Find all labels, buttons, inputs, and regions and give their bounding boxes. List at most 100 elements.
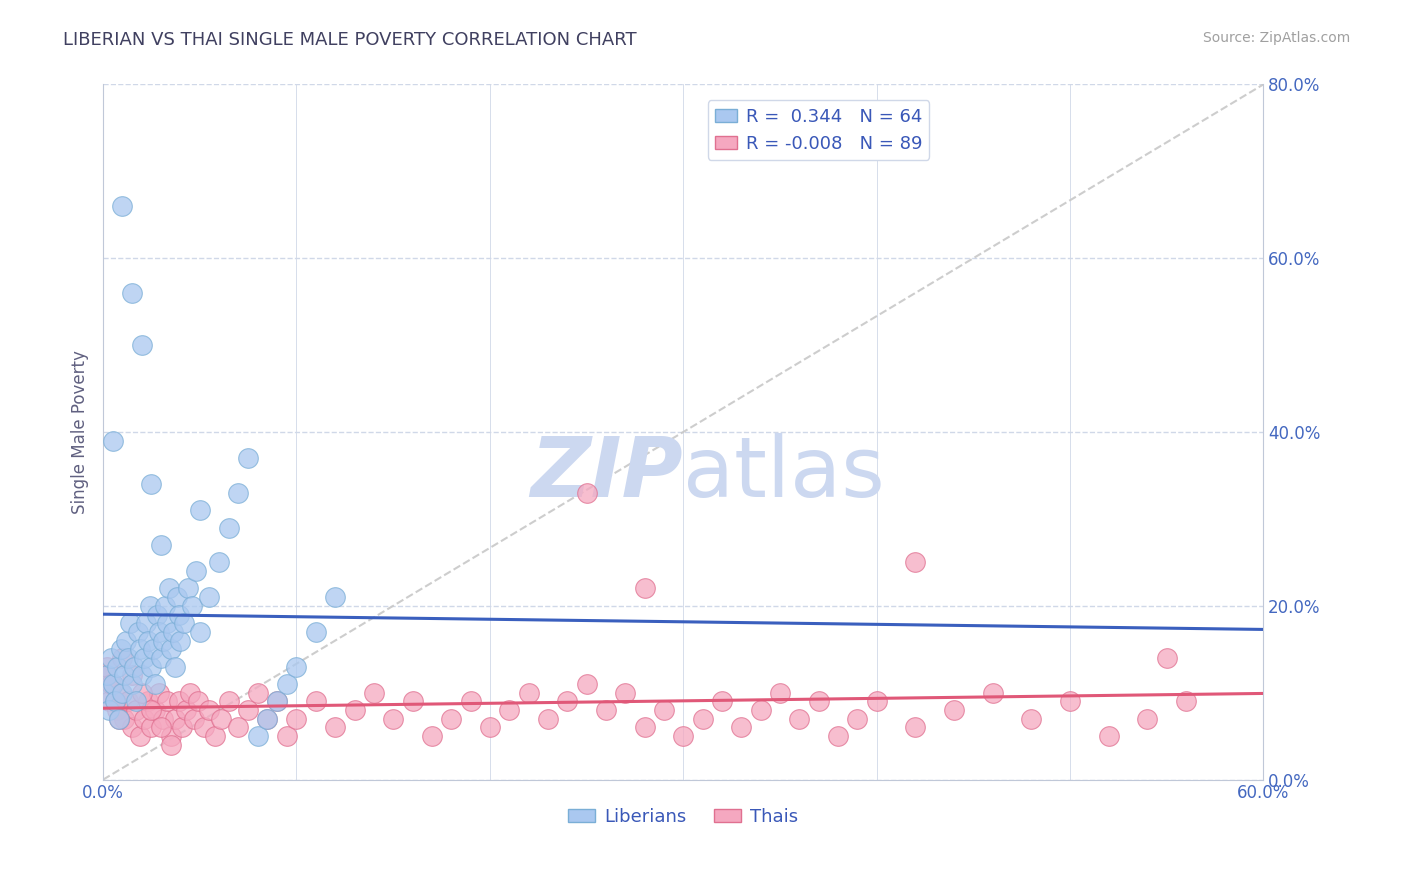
Point	[188, 503, 211, 517]
Point	[478, 721, 501, 735]
Point	[96, 668, 118, 682]
Point	[575, 677, 598, 691]
Point	[153, 599, 176, 613]
Point	[807, 694, 830, 708]
Point	[266, 694, 288, 708]
Point	[181, 599, 204, 613]
Point	[382, 712, 405, 726]
Point	[246, 729, 269, 743]
Point	[595, 703, 617, 717]
Point	[131, 338, 153, 352]
Point	[105, 659, 128, 673]
Point	[787, 712, 810, 726]
Point	[128, 642, 150, 657]
Point	[105, 703, 128, 717]
Point	[115, 633, 138, 648]
Point	[846, 712, 869, 726]
Point	[136, 633, 159, 648]
Point	[942, 703, 965, 717]
Point	[204, 729, 226, 743]
Point	[150, 721, 173, 735]
Point	[1156, 651, 1178, 665]
Point	[128, 729, 150, 743]
Point	[555, 694, 578, 708]
Point	[498, 703, 520, 717]
Point	[141, 703, 163, 717]
Point	[97, 694, 120, 708]
Point	[141, 659, 163, 673]
Point	[904, 721, 927, 735]
Point	[132, 712, 155, 726]
Point	[131, 668, 153, 682]
Point	[228, 486, 250, 500]
Point	[692, 712, 714, 726]
Point	[152, 633, 174, 648]
Point	[127, 624, 149, 639]
Point	[120, 616, 142, 631]
Y-axis label: Single Male Poverty: Single Male Poverty	[72, 350, 89, 514]
Point	[401, 694, 423, 708]
Point	[865, 694, 887, 708]
Point	[236, 451, 259, 466]
Point	[112, 712, 135, 726]
Point	[179, 686, 201, 700]
Point	[256, 712, 278, 726]
Point	[111, 199, 134, 213]
Point	[1136, 712, 1159, 726]
Point	[157, 582, 180, 596]
Point	[285, 712, 308, 726]
Point	[633, 721, 655, 735]
Point	[143, 677, 166, 691]
Point	[110, 642, 132, 657]
Point	[218, 694, 240, 708]
Point	[122, 659, 145, 673]
Point	[177, 582, 200, 596]
Text: Source: ZipAtlas.com: Source: ZipAtlas.com	[1202, 31, 1350, 45]
Point	[132, 651, 155, 665]
Point	[162, 624, 184, 639]
Point	[159, 738, 181, 752]
Point	[672, 729, 695, 743]
Point	[150, 651, 173, 665]
Point	[440, 712, 463, 726]
Point	[166, 590, 188, 604]
Point	[904, 555, 927, 569]
Point	[305, 694, 328, 708]
Point	[981, 686, 1004, 700]
Point	[112, 668, 135, 682]
Point	[101, 677, 124, 691]
Text: atlas: atlas	[683, 434, 884, 514]
Point	[193, 721, 215, 735]
Point	[183, 712, 205, 726]
Point	[276, 729, 298, 743]
Point	[167, 694, 190, 708]
Point	[156, 694, 179, 708]
Point	[104, 694, 127, 708]
Point	[111, 686, 134, 700]
Point	[100, 651, 122, 665]
Point	[141, 477, 163, 491]
Point	[104, 694, 127, 708]
Point	[184, 564, 207, 578]
Point	[101, 434, 124, 448]
Point	[111, 651, 134, 665]
Point	[97, 703, 120, 717]
Point	[125, 694, 148, 708]
Point	[156, 616, 179, 631]
Point	[198, 590, 221, 604]
Point	[1098, 729, 1121, 743]
Point	[827, 729, 849, 743]
Point	[198, 703, 221, 717]
Point	[135, 616, 157, 631]
Point	[107, 712, 129, 726]
Point	[117, 651, 139, 665]
Point	[167, 607, 190, 622]
Point	[159, 729, 181, 743]
Point	[363, 686, 385, 700]
Point	[146, 607, 169, 622]
Point	[460, 694, 482, 708]
Point	[94, 686, 117, 700]
Point	[125, 703, 148, 717]
Point	[94, 668, 117, 682]
Point	[256, 712, 278, 726]
